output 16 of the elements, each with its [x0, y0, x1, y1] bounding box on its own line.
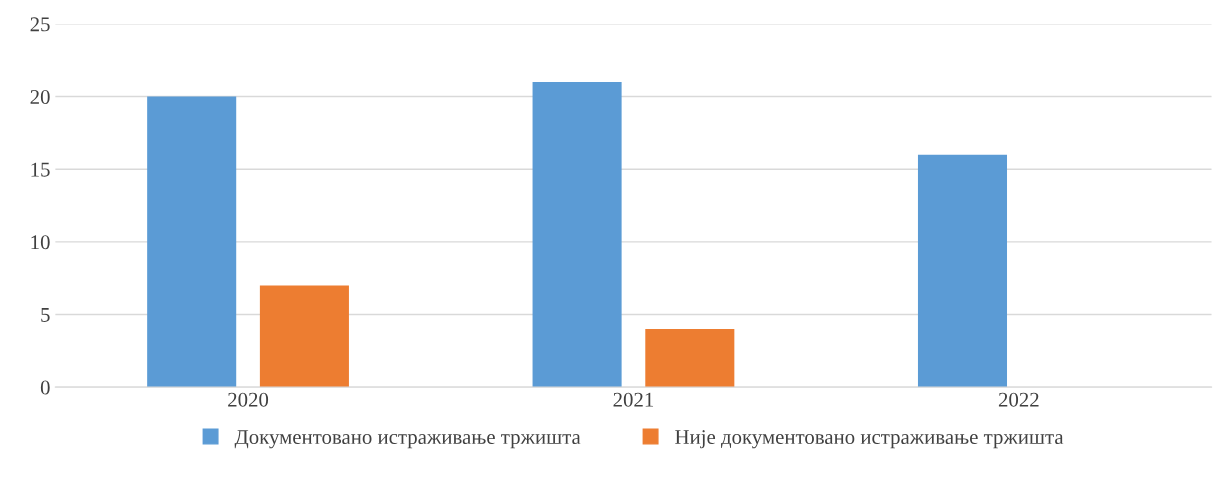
y-tick-label: 20: [30, 89, 50, 104]
x-tick-label: 2020: [228, 392, 269, 407]
y-tick-label: 25: [30, 17, 50, 32]
x-tick-label: 2021: [613, 392, 654, 407]
x-tick-label: 2022: [998, 392, 1039, 407]
bar: [917, 154, 1008, 388]
bar: [645, 329, 735, 388]
bar: [147, 96, 237, 388]
legend-label: Није документовано истраживање тржишта: [675, 430, 1064, 449]
y-tick-label: 15: [31, 162, 50, 177]
bar: [532, 82, 622, 388]
y-tick-label: 0: [40, 380, 50, 395]
legend-label: Документовано истраживање тржишта: [234, 430, 581, 449]
y-tick-label: 10: [31, 235, 50, 250]
bar: [259, 285, 349, 388]
y-tick-label: 5: [41, 308, 50, 322]
